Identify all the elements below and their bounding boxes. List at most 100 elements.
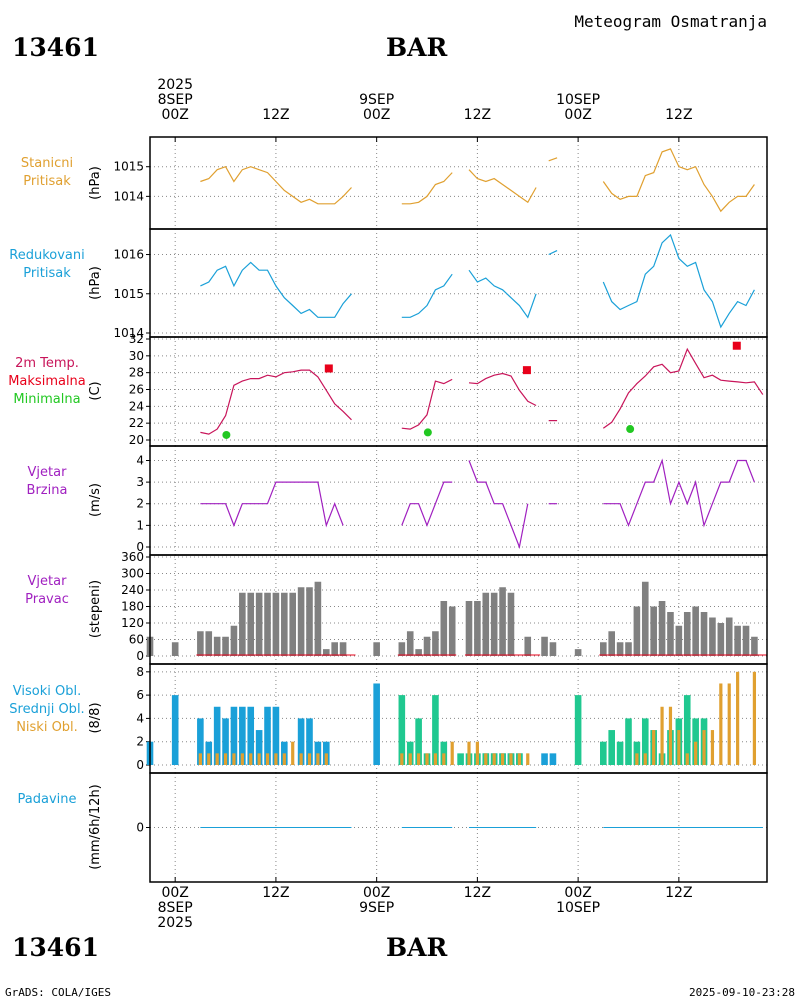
stanicni-pritisak-line [602, 148, 755, 213]
cloud-low-bar [727, 683, 731, 765]
vjetar-brzina-line [603, 458, 755, 528]
cloud-mid-bar [600, 741, 607, 765]
cloud-low-bar [417, 753, 421, 765]
wind-direction-bar [709, 617, 716, 656]
oblacnost-ytick-label: 2 [136, 735, 144, 749]
cloud-mid-bar [457, 753, 464, 765]
panel-label-red_pres-0: Redukovani [9, 248, 85, 263]
footer-right: 2025-09-10-23:28 [689, 986, 795, 999]
temperatura-line [602, 347, 764, 429]
wind-direction-bar [322, 649, 330, 656]
cloud-low-bar [752, 671, 757, 765]
cloud-low-bar [207, 753, 211, 765]
cloud-low-bar [198, 753, 202, 765]
cloud-low-bar [635, 753, 639, 765]
stanicni-pritisak-frame [149, 136, 768, 230]
wind-direction-bar [675, 625, 683, 656]
wind-direction-bar [574, 649, 582, 656]
footer-left: GrADS: COLA/IGES [5, 986, 111, 999]
station-name-bottom: BAR [386, 933, 448, 962]
redukovani-pritisak-ytick-label: 1014 [113, 326, 144, 340]
bottom-time-label: 00Z [161, 885, 189, 901]
tmax-marker [324, 364, 333, 373]
wind-direction-bar [197, 631, 204, 656]
cloud-high-bar [264, 706, 271, 765]
wind-direction-bar [507, 592, 515, 656]
cloud-low-bar [316, 753, 320, 765]
vjetar-brzina-line [401, 481, 453, 528]
temperatura-ytick-label: 20 [129, 433, 144, 447]
wind-direction-bar [171, 642, 179, 656]
panel-label-clouds-1: Srednji Obl. [9, 702, 85, 717]
cloud-low-bar [685, 753, 689, 765]
tmax-marker [522, 366, 531, 375]
wind-direction-bar [717, 623, 725, 656]
vjetar-brzina-ytick-label: 3 [136, 475, 144, 489]
bottom-time-label: 00Z [362, 885, 391, 901]
oblacnost-ytick-label: 6 [136, 688, 144, 702]
panel-label-precip-0: Padavine [17, 792, 77, 807]
bottom-time-label: 12Z [665, 885, 693, 901]
redukovani-pritisak-line [200, 261, 352, 318]
cloud-low-bar [492, 753, 496, 765]
cloud-high-bar [230, 706, 238, 765]
panel-label-stn_pres-1: Pritisak [23, 174, 71, 189]
oblacnost-ytick-label: 4 [136, 711, 144, 725]
wind-direction-bar [524, 636, 532, 656]
tmax-marker [732, 341, 741, 350]
top-time-label: 8SEP [157, 92, 193, 108]
cloud-mid-bar [440, 741, 448, 765]
wind-direction-bar [314, 581, 322, 656]
padavine-ytick-label: 0 [136, 821, 144, 835]
panel-label-temp-2: Minimalna [13, 392, 81, 407]
panel-label-clouds-0: Visoki Obl. [12, 684, 82, 699]
cloud-low-bar [433, 753, 438, 765]
stanicni-pritisak-line [548, 157, 558, 162]
wind-direction-bar [474, 601, 481, 656]
cloud-high-bar [549, 753, 557, 765]
cloud-mid-bar [415, 718, 422, 765]
cloud-high-bar [197, 718, 204, 765]
redukovani-pritisak-line [548, 250, 558, 256]
wind-direction-bar [306, 587, 313, 656]
vjetar-brzina-line [200, 481, 344, 528]
vjetar-pravac-ytick-label: 300 [121, 567, 144, 581]
wind-direction-bar [633, 606, 641, 656]
wind-direction-bar [658, 601, 666, 656]
unit-label-wdir: (stepeni) [88, 580, 103, 638]
wind-direction-bar [499, 587, 506, 656]
stanicni-pritisak-line [401, 172, 453, 205]
wind-direction-bar [600, 642, 607, 656]
vjetar-brzina-ytick-label: 1 [136, 518, 144, 532]
cloud-mid-bar [398, 695, 406, 765]
cloud-mid-bar [406, 741, 414, 765]
top-time-label: 12Z [262, 107, 290, 123]
wind-direction-bar [281, 592, 288, 656]
wind-direction-bar [264, 592, 271, 656]
wind-direction-bar [734, 625, 741, 656]
cloud-low-bar [694, 741, 698, 765]
cloud-mid-bar [616, 741, 624, 765]
panel-label-wdir-0: Vjetar [27, 574, 67, 589]
panel-label-wspd-0: Vjetar [27, 465, 67, 480]
wind-direction-bar [650, 606, 657, 656]
cloud-low-bar [291, 741, 295, 765]
cloud-high-bar [171, 695, 179, 765]
cloud-mid-bar [608, 730, 616, 765]
top-time-label: 00Z [362, 107, 391, 123]
cloud-high-bar [541, 753, 548, 765]
wind-direction-bar [247, 592, 255, 656]
stanicni-pritisak-line [200, 165, 352, 205]
wind-direction-bar [415, 649, 422, 656]
cloud-high-bar [281, 741, 288, 765]
vjetar-brzina-ytick-label: 4 [136, 453, 144, 467]
cloud-high-bar [255, 730, 263, 765]
temperatura-line [401, 378, 453, 430]
wind-direction-bar [339, 642, 347, 656]
cloud-high-bar [314, 741, 322, 765]
cloud-low-bar [668, 706, 673, 765]
stanicni-pritisak-ytick-label: 1014 [113, 189, 144, 203]
top-time-label: 2025 [157, 77, 193, 93]
bottom-time-label: 12Z [463, 885, 492, 901]
cloud-low-bar [299, 753, 303, 765]
